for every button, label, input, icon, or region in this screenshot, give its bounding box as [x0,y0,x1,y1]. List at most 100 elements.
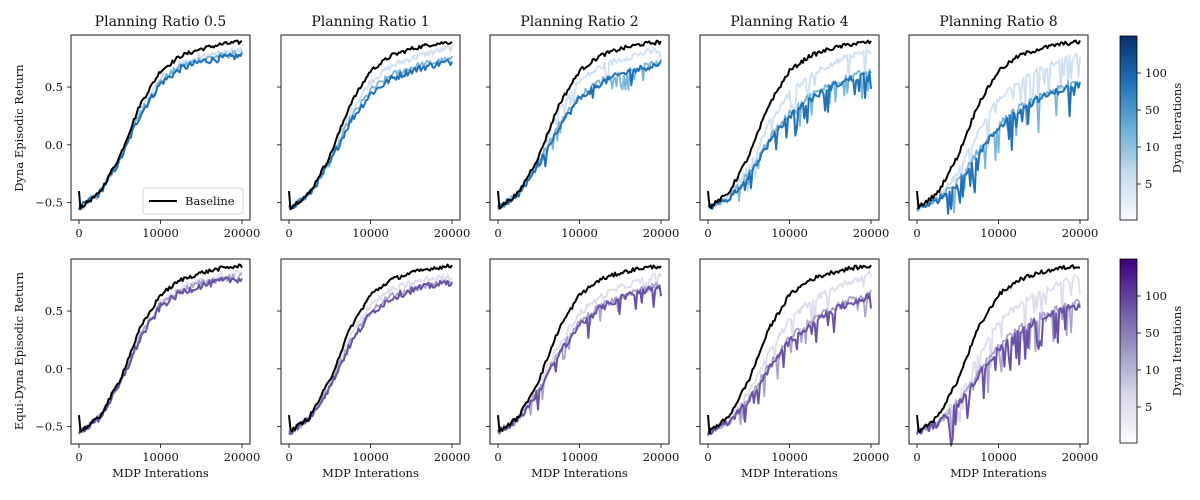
x-tick-label: 10000 [352,226,389,240]
legend-label-baseline: Baseline [185,194,235,208]
series-line-dyna-3 [707,71,872,210]
x-tick-label: 20000 [853,226,890,240]
series-line-dyna-3 [497,60,662,208]
x-tick-label: 20000 [1062,226,1099,240]
x-tick-label: 0 [704,226,711,240]
panel-equi-dyna-2: 0 10000 20000 MDP Interations [277,258,471,480]
x-tick-label: 20000 [434,450,471,464]
legend-box [142,187,244,215]
series-line-baseline [497,264,662,433]
colorbar-tick-label: 10 [1145,363,1160,377]
series-line-dyna-3 [497,284,662,434]
panel-equi-dyna-4: 0 10000 20000 MDP Interations [696,258,890,480]
x-tick-label: 10000 [771,450,808,464]
x-axis-label: MDP Interations [112,466,209,480]
x-tick-label: 0 [494,450,501,464]
plot-frame [699,34,880,221]
y-tick-label: 0.0 [45,362,63,376]
series-line-dyna-1 [916,52,1081,211]
panels-group: Planning Ratio 0.5 0 10000 20000 −0.5 0.0 0.5 B… [35,14,1098,480]
y-tick-label: −0.5 [35,420,63,434]
series-line-baseline [707,39,872,210]
colorbar-ticks-group: 5 10 50 100 5 10 50 100 [1137,66,1167,414]
panel-equi-dyna-3: 0 10000 20000 MDP Interations [486,258,680,480]
series-line-baseline [707,264,872,435]
panel-dyna-5: Planning Ratio 8 0 10000 20000 [905,14,1098,240]
x-axis-label: MDP Interations [950,466,1047,480]
x-tick-label: 0 [913,226,920,240]
x-tick-label: 10000 [561,226,598,240]
series-line-dyna-3 [916,82,1081,215]
panel-dyna-1: Planning Ratio 0.5 0 10000 20000 −0.5 0.0 0.5 B… [35,14,260,240]
y-tick-label: 0.5 [45,304,63,318]
series-line-baseline [916,264,1081,433]
row-ylabel-dyna: Dyna Episodic Return [12,64,26,192]
x-axis-label: MDP Interations [741,466,838,480]
panel-title: Planning Ratio 8 [939,14,1057,30]
panel-equi-dyna-5: 0 10000 20000 MDP Interations [905,258,1099,480]
x-axis-label: MDP Interations [531,466,628,480]
series-line-baseline [78,39,243,211]
x-tick-label: 10000 [980,226,1017,240]
x-tick-label: 10000 [980,450,1017,464]
x-tick-label: 20000 [853,450,890,464]
x-axis-label: MDP Interations [322,466,419,480]
panel-dyna-2: Planning Ratio 1 0 10000 20000 [277,14,470,240]
y-tick-label: 0.0 [45,138,63,152]
series-line-dyna-3 [288,58,453,210]
decor-group: Dyna Episodic Return Equi-Dyna Episodic … [12,35,1184,444]
x-tick-label: 10000 [561,450,598,464]
plot-frame [699,258,880,445]
x-tick-label: 20000 [434,226,471,240]
series-line-dyna-1 [288,44,453,211]
series-line-baseline [288,263,453,433]
colorbar-tick-label: 100 [1145,289,1167,303]
panel-title: Planning Ratio 1 [311,14,429,30]
x-tick-label: 0 [704,450,711,464]
series-line-dyna-3 [78,276,243,435]
panel-equi-dyna-1: 0 10000 20000 −0.5 0.0 0.5 MDP Interations [35,258,261,480]
panel-title: Planning Ratio 4 [730,14,848,30]
colorbar-tick-label: 50 [1145,103,1160,117]
panel-dyna-3: Planning Ratio 2 0 10000 20000 [486,14,679,240]
x-tick-label: 0 [285,450,292,464]
x-tick-label: 20000 [224,450,261,464]
colorbar-label-equi-dyna: Dyna Iterations [1170,306,1184,397]
x-tick-label: 20000 [643,450,680,464]
series-line-dyna-1 [707,48,872,212]
series-line-baseline [916,39,1081,210]
x-tick-label: 20000 [1062,450,1099,464]
y-tick-label: 0.5 [45,80,63,94]
x-tick-label: 10000 [771,226,808,240]
colorbar-tick-label: 5 [1145,177,1152,191]
x-tick-label: 10000 [352,450,389,464]
series-line-baseline [497,39,662,210]
colorbar-equi-dyna [1119,258,1138,444]
x-tick-label: 0 [494,226,501,240]
colorbar-label-dyna: Dyna Iterations [1170,83,1184,174]
x-tick-label: 0 [285,226,292,240]
panel-title: Planning Ratio 0.5 [95,14,227,30]
x-tick-label: 0 [75,450,82,464]
series-line-dyna-3 [288,279,453,435]
series-line-dyna-1 [708,270,872,431]
colorbar-tick-label: 10 [1145,140,1160,154]
x-tick-label: 10000 [142,226,179,240]
series-line-dyna-2 [916,298,1081,441]
y-tick-label: −0.5 [35,196,63,210]
series-line-dyna-3 [916,303,1081,447]
x-tick-label: 20000 [224,226,261,240]
series-line-baseline [288,41,453,211]
colorbar-tick-label: 100 [1145,66,1167,80]
panel-title: Planning Ratio 2 [520,14,638,30]
panel-dyna-4: Planning Ratio 4 0 10000 20000 [696,14,889,240]
x-tick-label: 0 [75,226,82,240]
x-tick-label: 0 [913,450,920,464]
legend: Baseline [142,187,244,215]
x-tick-label: 20000 [643,226,680,240]
row-ylabel-equi-dyna: Equi-Dyna Episodic Return [12,271,26,430]
x-tick-label: 10000 [142,450,179,464]
colorbar-dyna [1119,35,1138,221]
series-line-dyna-3 [707,293,872,436]
